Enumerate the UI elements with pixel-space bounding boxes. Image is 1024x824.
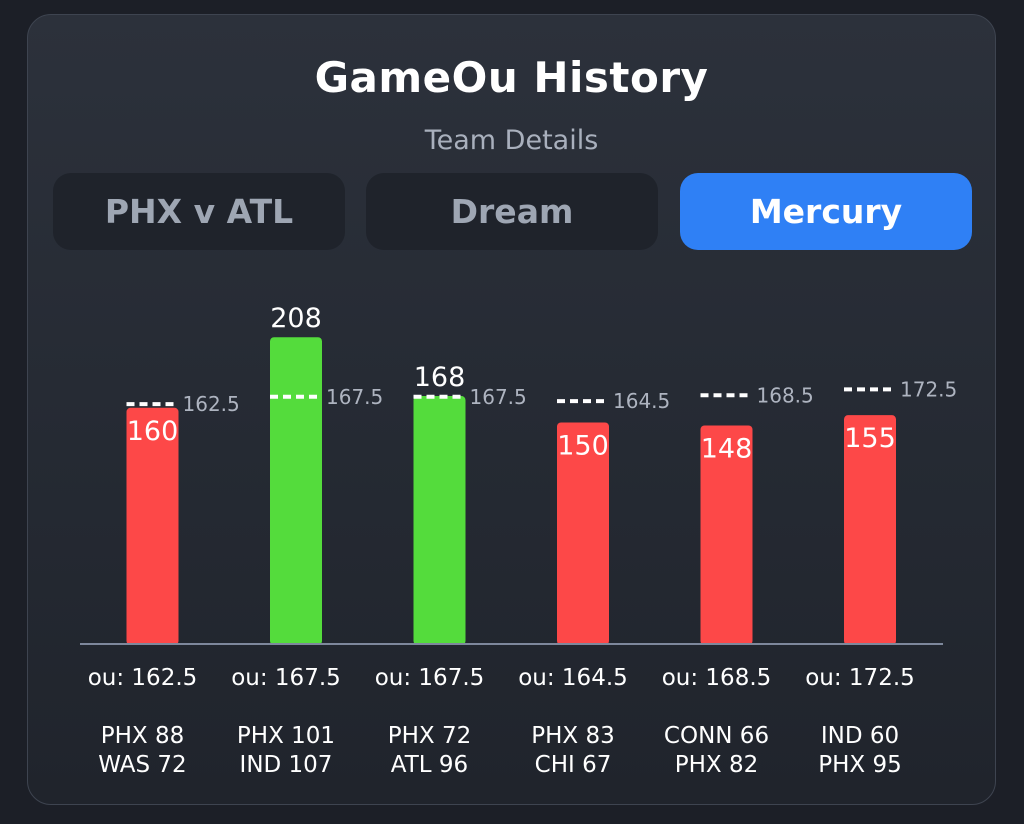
- game-score-line-1: PHX 101: [237, 723, 335, 749]
- ou-line-label: 162.5: [183, 392, 240, 416]
- bar-value-label: 208: [270, 303, 322, 334]
- ou-tick-label: ou: 167.5: [375, 665, 485, 691]
- ou-line-label: 168.5: [757, 383, 814, 407]
- game-score-line-2: PHX 82: [675, 752, 759, 778]
- chart-bar: [413, 396, 466, 645]
- ou-tick-label: ou: 172.5: [805, 665, 915, 691]
- ou-line-label: 167.5: [326, 385, 383, 409]
- bar-value-label: 150: [557, 431, 609, 462]
- game-score-line-2: CHI 67: [535, 752, 612, 778]
- game-score-line-1: PHX 83: [531, 723, 615, 749]
- ou-tick-label: ou: 168.5: [662, 665, 772, 691]
- ou-tick-label: ou: 167.5: [231, 665, 341, 691]
- game-score-line-2: WAS 72: [98, 752, 186, 778]
- tab-matchup[interactable]: PHX v ATL: [53, 173, 345, 250]
- page-title: GameOu History: [314, 53, 709, 102]
- game-score-line-1: PHX 88: [101, 723, 185, 749]
- ou-line-label: 172.5: [900, 377, 957, 401]
- bar-value-label: 168: [414, 362, 466, 393]
- ou-tick-label: ou: 164.5: [518, 665, 628, 691]
- ou-line-label: 164.5: [613, 389, 670, 413]
- game-score-line-1: CONN 66: [664, 723, 769, 749]
- game-score-line-2: IND 107: [240, 752, 333, 778]
- game-score-line-1: PHX 72: [388, 723, 472, 749]
- chart-bar: [844, 415, 896, 645]
- game-score-line-1: IND 60: [821, 723, 899, 749]
- tab-mercury[interactable]: Mercury: [680, 173, 972, 250]
- ou-line-label: 167.5: [470, 385, 527, 409]
- ou-tick-label: ou: 162.5: [88, 665, 198, 691]
- bar-value-label: 155: [844, 423, 896, 454]
- game-ou-history-card: GameOu History Team Details PHX v ATL Dr…: [27, 14, 996, 805]
- page-subtitle: Team Details: [424, 125, 599, 156]
- tab-dream[interactable]: Dream: [366, 173, 658, 250]
- chart-bar: [700, 425, 753, 645]
- game-score-line-2: ATL 96: [391, 752, 468, 778]
- chart-bar: [270, 337, 322, 645]
- bar-value-label: 148: [701, 433, 753, 464]
- bar-value-label: 160: [127, 416, 179, 447]
- game-score-line-2: PHX 95: [818, 752, 902, 778]
- chart-bar: [126, 407, 179, 645]
- chart-bar: [557, 422, 609, 645]
